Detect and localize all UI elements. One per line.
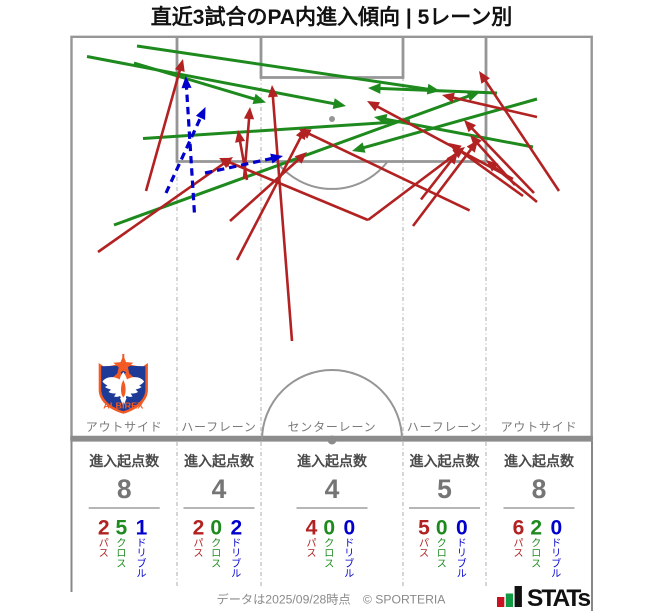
svg-text:ス: ス bbox=[307, 549, 317, 560]
svg-text:2: 2 bbox=[230, 517, 242, 540]
svg-text:リ: リ bbox=[344, 549, 354, 560]
svg-text:ド: ド bbox=[551, 539, 561, 550]
svg-text:2: 2 bbox=[530, 517, 542, 540]
svg-text:ス: ス bbox=[116, 559, 126, 570]
svg-text:進入起点数: 進入起点数 bbox=[184, 453, 255, 469]
svg-text:ロ: ロ bbox=[437, 549, 447, 560]
svg-text:ル: ル bbox=[231, 569, 241, 580]
svg-text:リ: リ bbox=[551, 549, 561, 560]
svg-text:進入起点数: 進入起点数 bbox=[504, 453, 575, 469]
svg-text:センターレーン: センターレーン bbox=[287, 420, 376, 434]
svg-text:直近3試合のPA内進入傾向 | 5レーン別: 直近3試合のPA内進入傾向 | 5レーン別 bbox=[151, 5, 512, 29]
svg-text:ロ: ロ bbox=[324, 549, 334, 560]
svg-text:ド: ド bbox=[231, 539, 241, 550]
svg-text:ク: ク bbox=[211, 538, 221, 550]
svg-text:パ: パ bbox=[514, 538, 524, 550]
svg-text:進入起点数: 進入起点数 bbox=[410, 453, 481, 469]
svg-text:ド: ド bbox=[457, 539, 467, 550]
svg-text:ス: ス bbox=[99, 549, 109, 560]
svg-text:ル: ル bbox=[344, 569, 354, 580]
svg-text:パ: パ bbox=[307, 538, 317, 550]
svg-text:アウトサイド: アウトサイド bbox=[86, 420, 163, 434]
svg-text:リ: リ bbox=[231, 549, 241, 560]
svg-text:ス: ス bbox=[419, 549, 429, 560]
svg-text:0: 0 bbox=[343, 517, 355, 540]
svg-text:4: 4 bbox=[212, 474, 227, 504]
svg-text:ブ: ブ bbox=[551, 557, 561, 570]
svg-text:4: 4 bbox=[306, 517, 318, 540]
svg-text:5: 5 bbox=[437, 474, 452, 504]
svg-text:0: 0 bbox=[436, 517, 448, 540]
svg-text:ル: ル bbox=[457, 569, 467, 580]
svg-text:8: 8 bbox=[532, 474, 547, 504]
svg-text:ク: ク bbox=[437, 538, 447, 550]
svg-text:ハーフレーン: ハーフレーン bbox=[181, 420, 256, 434]
svg-text:リ: リ bbox=[457, 549, 467, 560]
svg-text:ブ: ブ bbox=[457, 557, 467, 570]
svg-text:0: 0 bbox=[456, 517, 468, 540]
svg-text:ク: ク bbox=[324, 538, 334, 550]
svg-text:ク: ク bbox=[531, 538, 541, 550]
svg-text:ド: ド bbox=[344, 539, 354, 550]
svg-text:8: 8 bbox=[117, 474, 132, 504]
svg-text:6: 6 bbox=[513, 517, 525, 540]
svg-text:進入起点数: 進入起点数 bbox=[89, 453, 160, 469]
svg-text:ル: ル bbox=[137, 569, 147, 580]
svg-text:ス: ス bbox=[531, 559, 541, 570]
svg-text:ク: ク bbox=[116, 538, 126, 550]
svg-text:0: 0 bbox=[550, 517, 562, 540]
svg-text:ブ: ブ bbox=[231, 557, 241, 570]
svg-text:1: 1 bbox=[136, 517, 148, 540]
svg-text:ブ: ブ bbox=[137, 557, 147, 570]
svg-text:2: 2 bbox=[193, 517, 205, 540]
svg-text:5: 5 bbox=[418, 517, 430, 540]
svg-text:4: 4 bbox=[325, 474, 340, 504]
svg-text:ス: ス bbox=[437, 559, 447, 570]
svg-text:ス: ス bbox=[194, 549, 204, 560]
svg-text:ス: ス bbox=[514, 549, 524, 560]
svg-text:ハーフレーン: ハーフレーン bbox=[407, 420, 482, 434]
svg-text:パ: パ bbox=[99, 538, 109, 550]
svg-text:0: 0 bbox=[210, 517, 222, 540]
svg-text:ロ: ロ bbox=[116, 549, 126, 560]
svg-text:0: 0 bbox=[323, 517, 335, 540]
svg-text:ス: ス bbox=[211, 559, 221, 570]
svg-text:リ: リ bbox=[137, 549, 147, 560]
svg-text:パ: パ bbox=[194, 538, 204, 550]
svg-text:STATs: STATs bbox=[527, 585, 591, 611]
svg-text:2: 2 bbox=[98, 517, 110, 540]
svg-text:アウトサイド: アウトサイド bbox=[501, 420, 578, 434]
svg-text:ブ: ブ bbox=[344, 557, 354, 570]
svg-text:ロ: ロ bbox=[531, 549, 541, 560]
svg-text:ALBIREX: ALBIREX bbox=[103, 401, 143, 411]
svg-text:ル: ル bbox=[551, 569, 561, 580]
svg-text:ロ: ロ bbox=[211, 549, 221, 560]
svg-text:ド: ド bbox=[137, 539, 147, 550]
svg-text:進入起点数: 進入起点数 bbox=[297, 453, 368, 469]
svg-text:パ: パ bbox=[419, 538, 429, 550]
svg-text:データは2025/09/28時点 © SPORTERIA: データは2025/09/28時点 © SPORTERIA bbox=[217, 592, 447, 607]
svg-text:ス: ス bbox=[324, 559, 334, 570]
svg-text:5: 5 bbox=[116, 517, 128, 540]
